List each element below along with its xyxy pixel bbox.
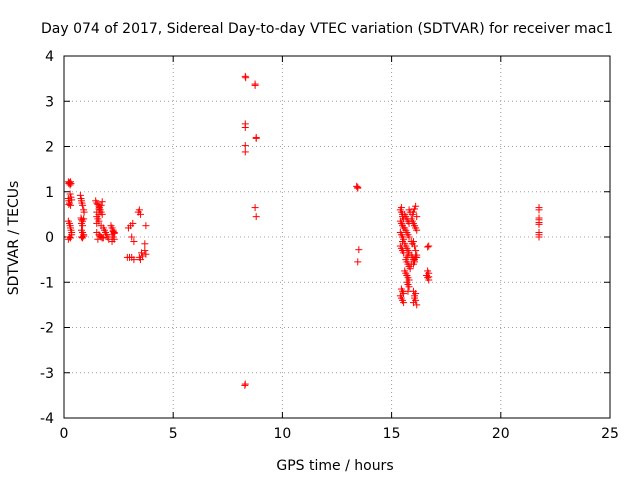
x-tick-label: 0 <box>60 426 69 442</box>
data-point <box>241 142 249 150</box>
data-point <box>400 299 408 307</box>
x-tick-label: 20 <box>492 426 510 442</box>
data-point <box>409 260 417 268</box>
data-point <box>79 234 87 242</box>
data-point <box>406 265 414 273</box>
grid <box>64 56 610 418</box>
data-point <box>130 256 138 264</box>
x-tick-label: 15 <box>383 426 401 442</box>
data-point <box>251 81 259 89</box>
data-point <box>354 258 362 266</box>
data-point <box>425 242 433 250</box>
data-point <box>124 224 132 232</box>
data-point <box>141 240 149 248</box>
data-point <box>252 213 260 221</box>
y-axis-label: SDTVAR / TECUs <box>6 181 22 296</box>
data-point <box>98 198 106 206</box>
data-point <box>66 190 74 198</box>
data-point <box>79 201 87 209</box>
data-point <box>142 250 150 258</box>
data-point <box>424 243 432 251</box>
data-point <box>405 283 413 291</box>
plot-frame <box>63 55 611 419</box>
data-point <box>79 222 87 230</box>
data-point <box>109 228 117 236</box>
data-point <box>68 231 76 239</box>
x-axis-label: GPS time / hours <box>276 458 393 474</box>
data-point <box>412 253 420 261</box>
data-point <box>97 201 105 209</box>
data-point <box>130 238 138 246</box>
y-tick-label: 4 <box>45 49 54 65</box>
data-point <box>241 381 249 389</box>
data-point <box>142 222 150 230</box>
data-point <box>535 233 543 241</box>
data-point <box>129 219 137 227</box>
data-points <box>64 72 543 389</box>
data-point <box>403 271 411 279</box>
data-point <box>412 290 420 298</box>
data-point <box>139 252 147 260</box>
data-point <box>136 210 144 218</box>
data-point <box>251 204 259 212</box>
chart-title: Day 074 of 2017, Sidereal Day-to-day VTE… <box>41 21 613 37</box>
data-point <box>96 232 104 240</box>
data-point <box>65 200 73 208</box>
data-point <box>141 247 149 255</box>
data-point <box>80 215 88 223</box>
data-point <box>353 182 361 190</box>
data-point <box>241 148 249 156</box>
data-point <box>95 205 103 213</box>
data-point <box>413 226 421 234</box>
data-point <box>76 191 84 199</box>
data-point <box>68 196 76 204</box>
data-point <box>67 201 75 209</box>
data-point <box>128 233 136 241</box>
data-point <box>99 234 107 242</box>
data-point <box>135 206 143 214</box>
data-point <box>241 123 249 131</box>
data-point <box>355 246 363 254</box>
data-point <box>409 238 417 246</box>
data-point <box>413 213 421 221</box>
data-point <box>412 202 420 210</box>
data-point <box>67 180 75 188</box>
data-point <box>397 204 405 212</box>
data-point <box>535 206 543 214</box>
y-tick-label: 2 <box>45 140 54 156</box>
axis-ticks: 0 5 10 15 20 25 -4 -3 -2 -1 0 1 2 3 4 <box>40 49 619 442</box>
y-tick-label: 0 <box>45 230 54 246</box>
data-point <box>409 208 417 216</box>
data-point <box>110 229 118 237</box>
y-tick-label: -4 <box>40 411 54 427</box>
y-tick-label: -3 <box>40 366 54 382</box>
data-point <box>405 233 413 241</box>
data-point <box>108 238 116 246</box>
y-tick-label: -1 <box>40 275 54 291</box>
data-point <box>425 273 433 281</box>
data-point <box>409 299 417 307</box>
x-tick-label: 10 <box>273 426 291 442</box>
data-point <box>95 217 103 225</box>
y-tick-label: 3 <box>45 94 54 110</box>
data-point <box>535 220 543 228</box>
data-point <box>252 134 260 142</box>
data-point <box>94 200 102 208</box>
data-point <box>411 294 419 302</box>
data-point <box>67 234 75 242</box>
data-point <box>80 232 88 240</box>
data-point <box>80 208 88 216</box>
y-tick-label: -2 <box>40 321 54 337</box>
data-point <box>354 184 362 192</box>
x-tick-label: 25 <box>601 426 619 442</box>
y-tick-label: 1 <box>45 185 54 201</box>
x-tick-label: 5 <box>169 426 178 442</box>
data-point <box>242 74 250 82</box>
data-point <box>411 242 419 250</box>
data-point <box>136 256 144 264</box>
data-point <box>412 247 420 255</box>
